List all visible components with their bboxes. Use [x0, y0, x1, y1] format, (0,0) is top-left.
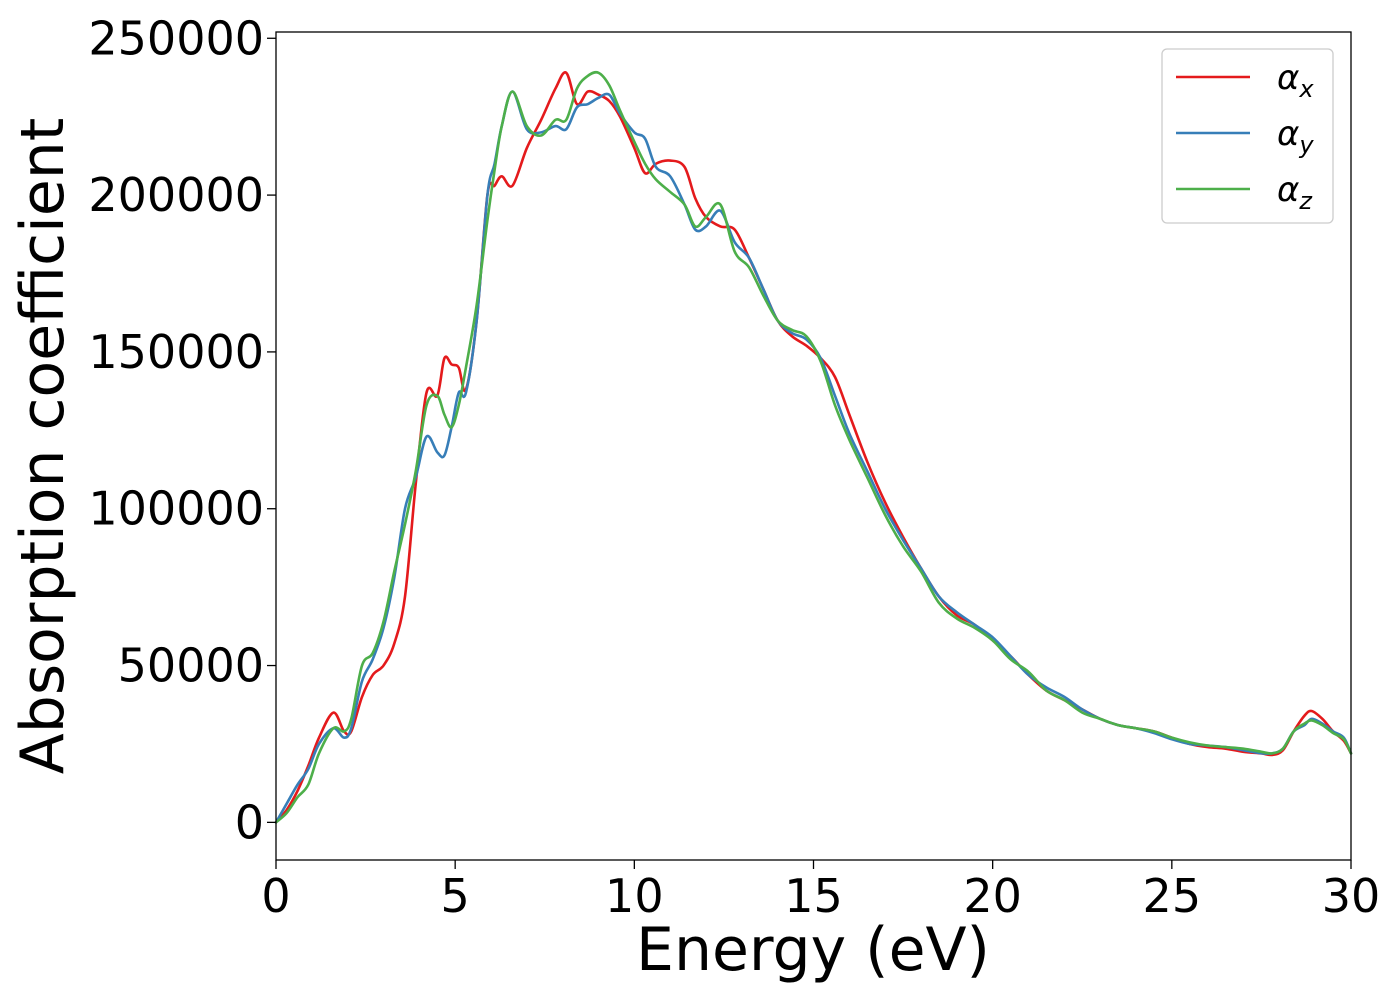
series-lines: [274, 70, 1353, 824]
legend-label-y: αy: [1277, 114, 1314, 159]
series-line-z: [274, 70, 1353, 824]
x-tick-label: 20: [963, 869, 1022, 923]
y-tick-label: 200000: [88, 168, 264, 222]
x-tick-label: 15: [784, 869, 843, 923]
x-tick-label: 0: [261, 869, 290, 923]
y-tick-label: 50000: [118, 639, 264, 693]
y-tick-label: 0: [235, 795, 264, 849]
series-line-y: [274, 90, 1353, 824]
legend-label-z: αz: [1277, 170, 1313, 215]
x-axis-ticks: 0 5 10 15 20 25 30: [261, 860, 1380, 923]
x-tick-label: 25: [1143, 869, 1202, 923]
x-tick-label: 5: [441, 869, 470, 923]
y-tick-label: 250000: [88, 11, 264, 65]
legend: αx αy αz: [1161, 48, 1334, 224]
y-axis-label: Absorption coefficient: [8, 118, 78, 775]
y-axis-ticks: 0 50000 100000 150000 200000 250000: [88, 11, 276, 849]
x-axis-label: Energy (eV): [636, 915, 990, 985]
legend-label-x: αx: [1277, 58, 1314, 103]
x-tick-label: 10: [605, 869, 664, 923]
y-tick-label: 100000: [88, 482, 264, 536]
legend-box: [1161, 48, 1334, 224]
x-tick-label: 30: [1322, 869, 1381, 923]
y-tick-label: 150000: [88, 325, 264, 379]
